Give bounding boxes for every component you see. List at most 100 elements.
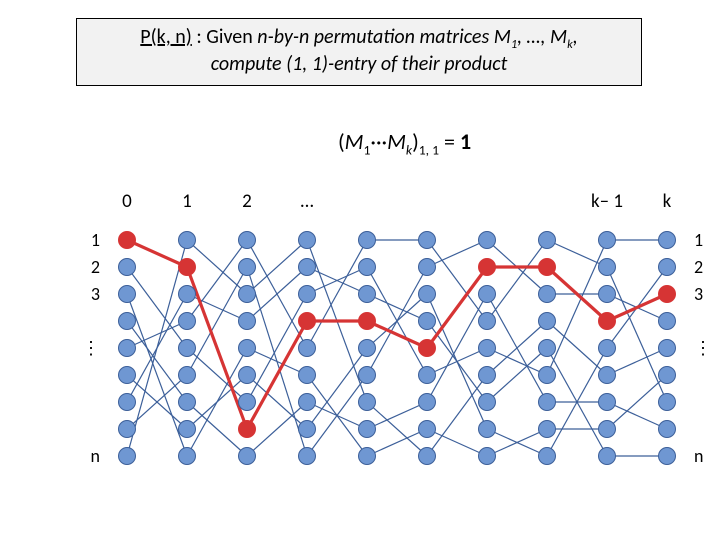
node (539, 340, 556, 357)
node (659, 340, 676, 357)
node (479, 313, 496, 330)
node (659, 394, 676, 411)
node (239, 232, 256, 249)
node (599, 421, 616, 438)
node (359, 448, 376, 465)
node (419, 421, 436, 438)
node (239, 448, 256, 465)
node (299, 313, 316, 330)
node (419, 259, 436, 276)
node (119, 448, 136, 465)
node (419, 232, 436, 249)
node (299, 448, 316, 465)
node (659, 313, 676, 330)
node (119, 259, 136, 276)
node (599, 232, 616, 249)
node (479, 448, 496, 465)
node (599, 394, 616, 411)
col-label: 2 (242, 190, 252, 213)
node (299, 367, 316, 384)
node (239, 313, 256, 330)
node (299, 394, 316, 411)
node (419, 394, 436, 411)
col-label: k (663, 190, 672, 213)
node (479, 421, 496, 438)
node (239, 367, 256, 384)
col-label: k– 1 (591, 190, 623, 213)
row-label-left: 2 (80, 256, 100, 278)
row-label-left: 3 (80, 283, 100, 305)
col-label: … (300, 190, 313, 213)
node (179, 394, 196, 411)
node (179, 286, 196, 303)
node (479, 259, 496, 276)
row-label-right: ⋮ (694, 337, 712, 359)
node (299, 259, 316, 276)
node (179, 421, 196, 438)
node (659, 448, 676, 465)
row-label-right: 3 (694, 283, 703, 305)
node (359, 394, 376, 411)
node (659, 232, 676, 249)
node (359, 313, 376, 330)
row-label-right: 1 (694, 229, 703, 251)
node (179, 232, 196, 249)
node (659, 421, 676, 438)
node (599, 313, 616, 330)
node (179, 313, 196, 330)
node (539, 259, 556, 276)
node (419, 448, 436, 465)
node (239, 421, 256, 438)
node (599, 367, 616, 384)
node (359, 421, 376, 438)
row-label-left: n (80, 445, 100, 467)
node (599, 448, 616, 465)
node (479, 367, 496, 384)
node (179, 259, 196, 276)
node (419, 367, 436, 384)
node (539, 421, 556, 438)
node (359, 340, 376, 357)
node (179, 448, 196, 465)
col-label: 0 (122, 190, 132, 213)
node (119, 286, 136, 303)
node (119, 367, 136, 384)
node (599, 286, 616, 303)
node (539, 232, 556, 249)
node (539, 394, 556, 411)
col-label: 1 (182, 190, 192, 213)
node (479, 340, 496, 357)
node (359, 232, 376, 249)
node (599, 259, 616, 276)
node (119, 394, 136, 411)
node (419, 340, 436, 357)
node (539, 313, 556, 330)
node (179, 340, 196, 357)
node (299, 340, 316, 357)
node (359, 259, 376, 276)
node (119, 232, 136, 249)
node (419, 313, 436, 330)
node (419, 286, 436, 303)
node (239, 340, 256, 357)
node (479, 394, 496, 411)
node (539, 448, 556, 465)
node (239, 394, 256, 411)
node (539, 367, 556, 384)
node (299, 232, 316, 249)
row-label-right: n (694, 445, 703, 467)
node (539, 286, 556, 303)
node (659, 286, 676, 303)
node (239, 259, 256, 276)
row-label-left: ⋮ (80, 337, 100, 359)
node (179, 367, 196, 384)
node (119, 340, 136, 357)
node (659, 259, 676, 276)
node (599, 340, 616, 357)
node (479, 286, 496, 303)
node (119, 313, 136, 330)
node (359, 286, 376, 303)
node (359, 367, 376, 384)
row-label-left: 1 (80, 229, 100, 251)
node (479, 232, 496, 249)
